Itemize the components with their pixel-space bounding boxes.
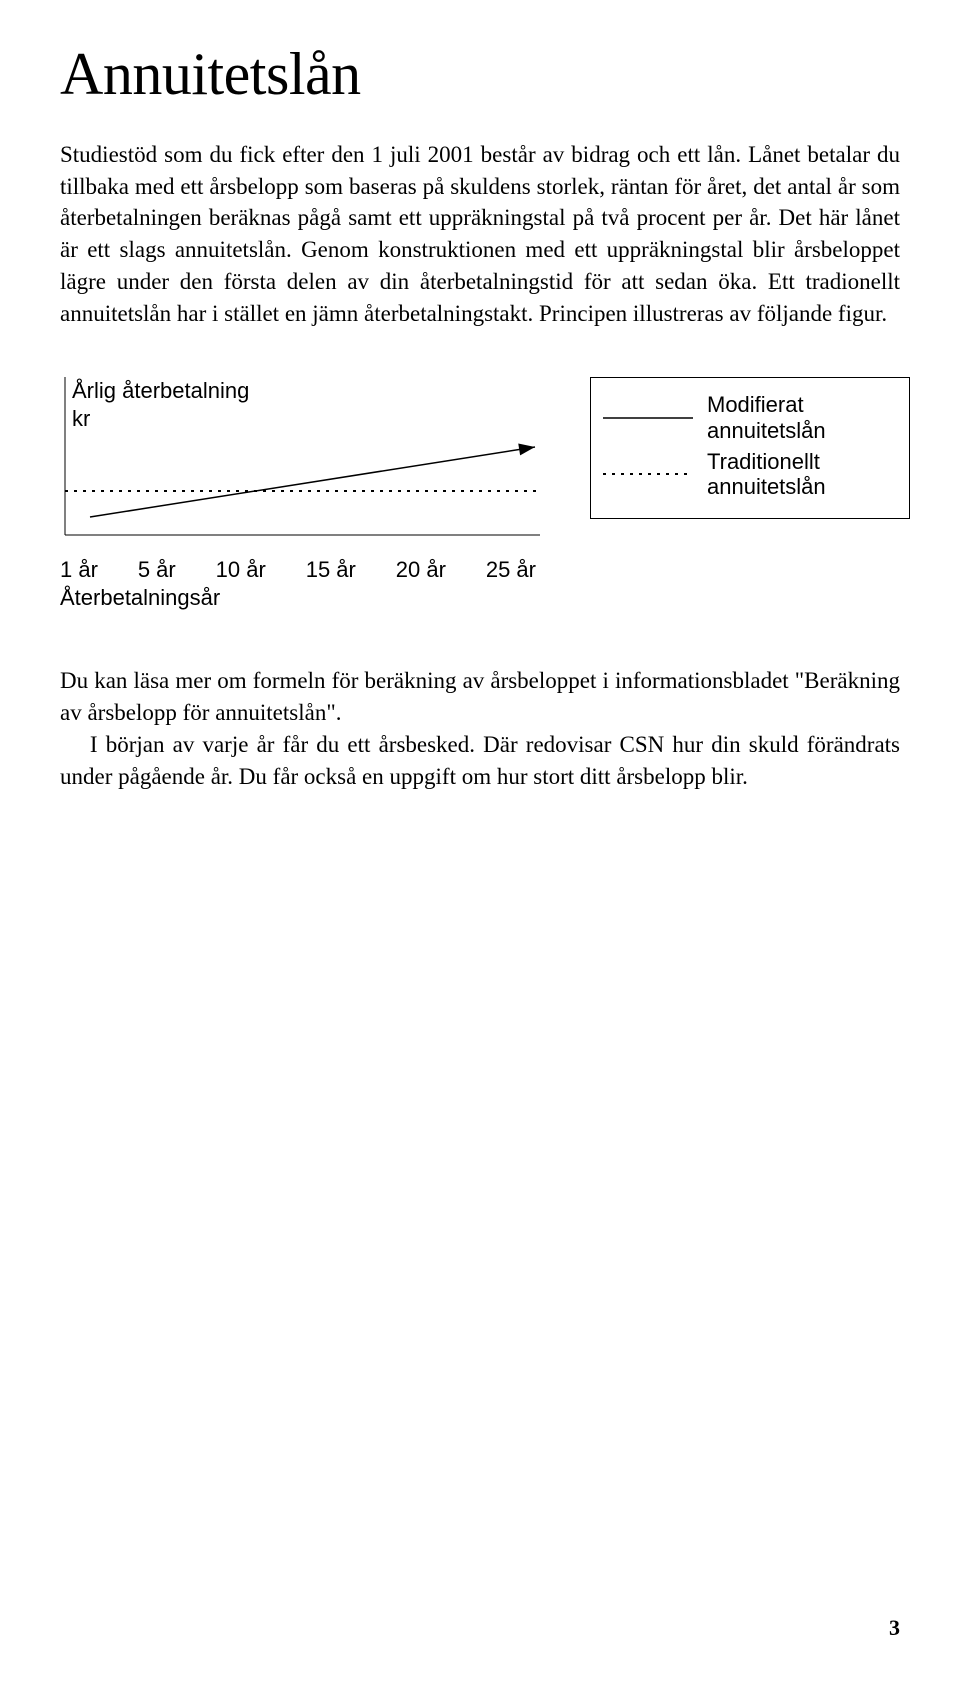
page-number: 3	[889, 1615, 900, 1641]
legend-traditional-label: Traditionelltannuitetslån	[707, 449, 826, 500]
x-tick: 20 år	[396, 557, 446, 583]
legend-item-modified: Modifieratannuitetslån	[603, 392, 897, 443]
x-tick: 25 år	[486, 557, 536, 583]
y-axis-label: Årlig återbetalning kr	[72, 377, 249, 432]
chart-plot-area: Årlig återbetalning kr 1 år 5 år 10 år 15 å…	[60, 377, 540, 607]
legend-item-traditional: Traditionelltannuitetslån	[603, 449, 897, 500]
legend-modified-label: Modifieratannuitetslån	[707, 392, 826, 443]
closing-paragraph: Du kan läsa mer om formeln för beräkning…	[60, 665, 900, 792]
legend-solid-line-icon	[603, 407, 693, 429]
x-tick: 5 år	[138, 557, 176, 583]
x-tick: 10 år	[216, 557, 266, 583]
x-axis-ticks: 1 år 5 år 10 år 15 år 20 år 25 år	[60, 557, 540, 583]
modified-line	[90, 444, 535, 517]
x-tick: 15 år	[306, 557, 356, 583]
legend-dotted-line-icon	[603, 463, 693, 485]
page-title: Annuitetslån	[60, 40, 900, 109]
intro-paragraph: Studiestöd som du fick efter den 1 juli …	[60, 139, 900, 329]
chart-legend: Modifieratannuitetslån Traditionelltannu…	[590, 377, 910, 518]
x-tick: 1 år	[60, 557, 98, 583]
repayment-chart: Årlig återbetalning kr 1 år 5 år 10 år 15 å…	[60, 377, 910, 607]
x-axis-label: Återbetalningsår	[60, 585, 220, 611]
